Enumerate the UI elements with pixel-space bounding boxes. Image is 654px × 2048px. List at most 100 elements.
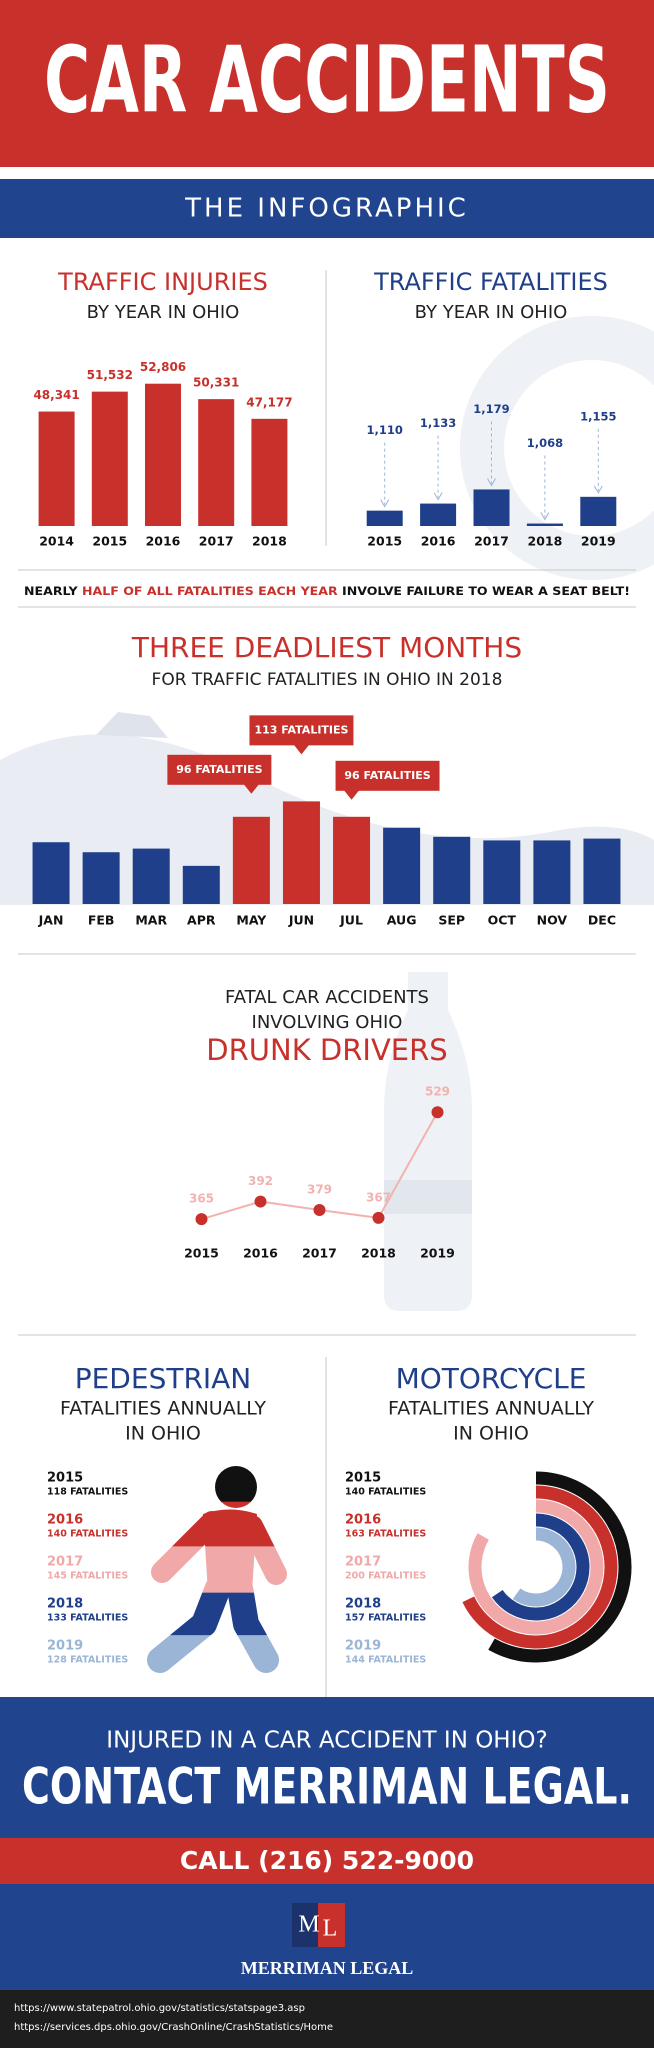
legend-year: 2018 — [345, 1597, 381, 1612]
main-title: CAR ACCIDENTS — [44, 26, 610, 133]
header-band — [0, 0, 654, 167]
bar — [580, 496, 617, 526]
x-tick-label: 2015 — [367, 534, 402, 549]
bar — [526, 523, 563, 526]
point — [195, 1213, 208, 1226]
x-tick-label: SEP — [438, 913, 465, 928]
x-tick-label: AUG — [387, 913, 417, 928]
chart-title: TRAFFIC INJURIES — [57, 268, 268, 296]
x-tick-label: APR — [187, 913, 216, 928]
figure-band — [140, 1635, 290, 1677]
car-decoration — [96, 712, 168, 738]
bar — [473, 489, 510, 526]
callout-pointer — [343, 789, 360, 800]
x-tick-label: MAR — [135, 913, 167, 928]
arrow-head — [593, 485, 603, 494]
bar — [420, 503, 457, 526]
bar — [383, 827, 421, 904]
chart-title: PEDESTRIAN — [75, 1362, 252, 1395]
data-label: 47,177 — [246, 395, 292, 409]
legend-label: 118 FATALITIES — [47, 1487, 128, 1498]
data-label: 96 FATALITIES — [344, 769, 430, 782]
x-tick-label: 2017 — [474, 534, 509, 549]
bar — [82, 852, 120, 904]
x-tick-label: 2014 — [39, 534, 74, 549]
legend-label: 200 FATALITIES — [345, 1571, 426, 1582]
x-tick-label: MAY — [236, 913, 267, 928]
ring-arc — [491, 1513, 590, 1621]
legend-year: 2015 — [47, 1471, 83, 1486]
data-label: 51,532 — [87, 368, 133, 382]
data-label: 96 FATALITIES — [176, 763, 262, 776]
figure-band — [140, 1592, 290, 1636]
chart-subtitle: FOR TRAFFIC FATALITIES IN OHIO IN 2018 — [152, 670, 503, 690]
data-label: 365 — [189, 1192, 214, 1206]
x-tick-label: 2018 — [252, 534, 287, 549]
cta-question: INJURED IN A CAR ACCIDENT IN OHIO? — [106, 1728, 547, 1754]
x-tick-label: 2017 — [302, 1246, 337, 1261]
legend-year: 2017 — [345, 1555, 381, 1570]
footer-band — [0, 1990, 654, 2048]
chart-subtitle: FATALITIES ANNUALLY — [388, 1398, 594, 1420]
x-tick-label: 2015 — [184, 1246, 219, 1261]
chart-subtitle: FATAL CAR ACCIDENTS — [225, 987, 429, 1008]
x-tick-label: DEC — [588, 913, 616, 928]
bar — [533, 840, 571, 904]
data-label: 367 — [366, 1190, 391, 1204]
x-tick-label: 2019 — [420, 1246, 455, 1261]
figure-band — [140, 1546, 290, 1594]
data-label: 1,133 — [420, 416, 456, 430]
logo-initial: M — [298, 1912, 319, 1938]
chart-subtitle: FATALITIES ANNUALLY — [60, 1398, 266, 1420]
point — [372, 1211, 385, 1224]
x-tick-label: 2017 — [199, 534, 234, 549]
bar — [182, 865, 220, 904]
bar — [232, 816, 270, 904]
bar — [433, 836, 471, 904]
x-tick-label: 2019 — [581, 534, 616, 549]
logo-box-accent — [318, 1903, 345, 1947]
point — [254, 1195, 267, 1208]
cta-headline: CONTACT MERRIMAN LEGAL. — [22, 1758, 632, 1816]
point — [431, 1106, 444, 1119]
callout-box — [335, 760, 440, 791]
cta-band — [0, 1697, 654, 1838]
arrow-head — [487, 478, 496, 487]
bar — [333, 816, 371, 904]
chart-title: MOTORCYCLE — [396, 1362, 587, 1395]
chart-subtitle: IN OHIO — [453, 1423, 529, 1445]
ring-arc — [512, 1527, 576, 1607]
tire-decoration — [460, 316, 654, 580]
seatbelt-note: NEARLY HALF OF ALL FATALITIES EACH YEAR IN… — [24, 584, 630, 598]
chart-subtitle: IN OHIO — [125, 1423, 201, 1445]
figure-band — [140, 1501, 290, 1547]
chart-subtitle: INVOLVING OHIO — [252, 1012, 403, 1033]
note-part: NEARLY — [24, 584, 78, 598]
chart-title: THREE DEADLIEST MONTHS — [131, 631, 522, 664]
callout-pointer — [293, 744, 310, 755]
source: https://services.dps.ohio.gov/CrashOnlin… — [14, 2022, 333, 2033]
ring-arc — [488, 1471, 632, 1663]
callout-box — [167, 754, 272, 785]
data-label: 1,110 — [367, 423, 403, 437]
chart-title: TRAFFIC FATALITIES — [373, 268, 608, 296]
data-label: 1,155 — [580, 409, 616, 423]
bottle-decoration — [384, 972, 472, 1311]
callout-pointer — [243, 783, 260, 794]
note-highlight: HALF OF ALL FATALITIES EACH YEAR — [82, 584, 338, 598]
legend-year: 2016 — [345, 1513, 381, 1528]
data-label: 50,331 — [193, 376, 239, 390]
x-tick-label: JAN — [38, 913, 64, 928]
x-tick-label: 2016 — [243, 1246, 278, 1261]
x-tick-label: 2015 — [92, 534, 127, 549]
bar — [251, 418, 288, 526]
subtitle-band — [0, 179, 654, 238]
bottle-label-decoration — [384, 1180, 472, 1214]
x-tick-label: FEB — [88, 913, 115, 928]
data-label: 52,806 — [140, 360, 186, 374]
walker-figure — [140, 1464, 290, 1677]
arrow-head — [433, 492, 443, 501]
legend-year: 2015 — [345, 1471, 381, 1486]
data-label: 529 — [425, 1085, 450, 1099]
subtitle: THE INFOGRAPHIC — [184, 194, 469, 224]
